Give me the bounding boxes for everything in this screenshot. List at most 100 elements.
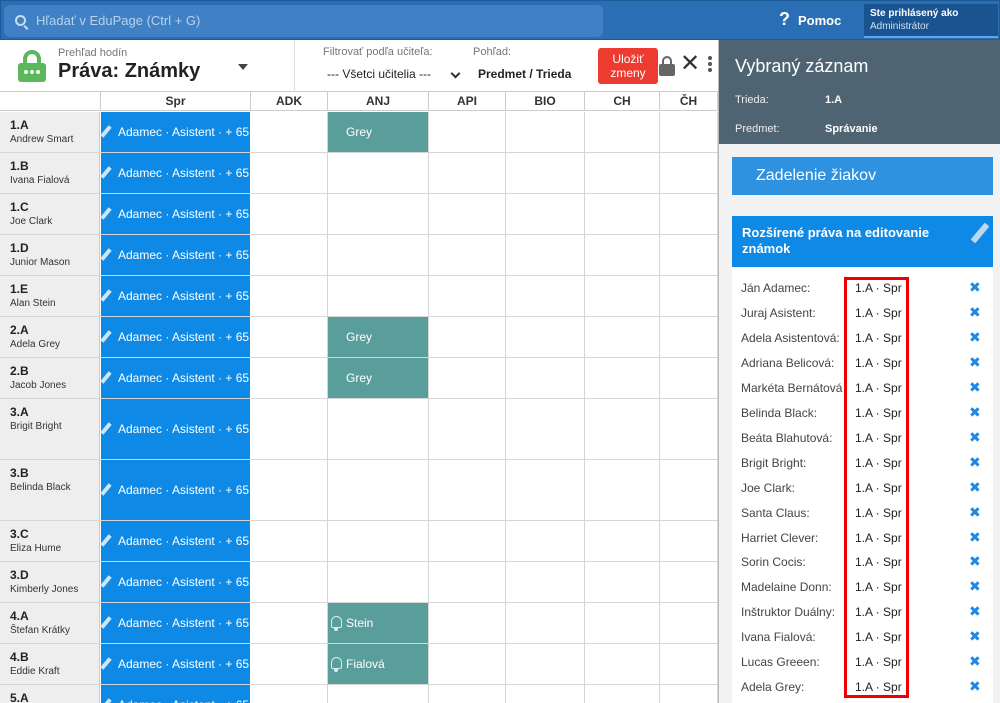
row-header[interactable]: 3.A Brigit Bright [0, 399, 100, 459]
grid-cell[interactable] [251, 276, 328, 316]
remove-icon[interactable]: ✖ [969, 279, 981, 295]
grid-cell[interactable] [429, 276, 506, 316]
remove-icon[interactable]: ✖ [969, 453, 981, 470]
row-header[interactable]: 2.A Adela Grey [0, 317, 100, 357]
grid-cell[interactable] [585, 685, 660, 703]
spr-cell[interactable]: Adamec · Asistent · + 65 [101, 317, 250, 357]
row-header[interactable]: 3.B Belinda Black [0, 460, 100, 520]
spr-cell[interactable]: Adamec · Asistent · + 65 [101, 685, 250, 703]
grid-cell[interactable] [251, 153, 328, 193]
grid-cell[interactable] [585, 112, 660, 152]
save-changes-button[interactable]: Uložiť zmeny [598, 48, 658, 84]
spr-cell[interactable]: Adamec · Asistent · + 65 [101, 194, 250, 234]
remove-icon[interactable]: ✖ [969, 328, 981, 345]
grid-cell[interactable]: Fialová [328, 644, 429, 684]
grid-cell[interactable] [506, 521, 585, 561]
grid-cell[interactable] [429, 603, 506, 643]
column-header[interactable]: ADK [251, 92, 328, 111]
grid-cell[interactable] [660, 153, 718, 193]
row-header[interactable]: 3.D Kimberly Jones [0, 562, 100, 602]
caret-down-icon[interactable] [238, 64, 248, 70]
spr-cell[interactable]: Adamec · Asistent · + 65 [101, 644, 250, 684]
column-header[interactable]: CH [585, 92, 660, 111]
remove-icon[interactable]: ✖ [969, 503, 981, 520]
grid-cell[interactable] [328, 276, 429, 316]
spr-cell[interactable]: Adamec · Asistent · + 65 [101, 460, 250, 520]
spr-cell[interactable]: Adamec · Asistent · + 65 [101, 603, 250, 643]
spr-cell[interactable]: Adamec · Asistent · + 65 [101, 399, 250, 459]
spr-cell[interactable]: Adamec · Asistent · + 65 [101, 521, 250, 561]
row-header[interactable]: 4.A Štefan Krátky [0, 603, 100, 643]
grid-cell[interactable] [506, 358, 585, 398]
row-header[interactable]: 1.A Andrew Smart [0, 112, 100, 152]
grid-cell[interactable] [328, 235, 429, 275]
remove-icon[interactable]: ✖ [969, 303, 981, 320]
grid-cell[interactable] [429, 399, 506, 459]
grid-cell[interactable] [585, 603, 660, 643]
grid-cell[interactable] [585, 399, 660, 459]
grid-cell[interactable] [506, 685, 585, 703]
row-header[interactable]: 1.E Alan Stein [0, 276, 100, 316]
row-header[interactable]: 1.D Junior Mason [0, 235, 100, 275]
grid-cell[interactable] [585, 317, 660, 357]
view-select[interactable]: Predmet / Trieda [478, 67, 572, 81]
grid-cell[interactable] [660, 112, 718, 152]
grid-cell[interactable] [429, 521, 506, 561]
remove-icon[interactable]: ✖ [969, 628, 981, 645]
spr-cell[interactable]: Adamec · Asistent · + 65 [101, 358, 250, 398]
row-header[interactable]: 1.B Ivana Fialová [0, 153, 100, 193]
grid-cell[interactable] [660, 460, 718, 520]
spr-cell[interactable]: Adamec · Asistent · + 65 [101, 562, 250, 602]
grid-cell[interactable] [429, 460, 506, 520]
grid-cell[interactable] [251, 644, 328, 684]
remove-icon[interactable]: ✖ [969, 403, 981, 420]
grid-cell[interactable] [506, 460, 585, 520]
column-header[interactable]: Spr [101, 92, 251, 111]
row-header[interactable]: 3.C Eliza Hume [0, 521, 100, 561]
remove-icon[interactable]: ✖ [969, 478, 981, 495]
remove-icon[interactable]: ✖ [969, 378, 981, 395]
grid-cell[interactable] [506, 112, 585, 152]
spr-cell[interactable]: Adamec · Asistent · + 65 [101, 276, 250, 316]
grid-cell[interactable] [660, 521, 718, 561]
grid-cell[interactable] [251, 603, 328, 643]
grid-cell[interactable] [429, 235, 506, 275]
remove-icon[interactable]: ✖ [969, 678, 981, 695]
grid-cell[interactable]: Grey [328, 358, 429, 398]
grid-cell[interactable]: Grey [328, 317, 429, 357]
grid-cell[interactable] [429, 112, 506, 152]
grid-cell[interactable] [660, 358, 718, 398]
grid-cell[interactable] [585, 358, 660, 398]
grid-cell[interactable] [251, 685, 328, 703]
pencil-icon[interactable] [970, 222, 990, 244]
grid-cell[interactable] [506, 194, 585, 234]
grid-cell[interactable] [429, 644, 506, 684]
grid-cell[interactable] [328, 685, 429, 703]
grid-cell[interactable] [506, 153, 585, 193]
row-header[interactable]: 5.A [0, 685, 100, 703]
remove-icon[interactable]: ✖ [969, 528, 981, 545]
chevron-down-icon[interactable] [450, 68, 461, 79]
remove-icon[interactable]: ✖ [969, 553, 981, 570]
grid-cell[interactable] [251, 521, 328, 561]
grid-cell[interactable] [660, 562, 718, 602]
grid-cell[interactable] [660, 399, 718, 459]
grid-cell[interactable] [660, 644, 718, 684]
close-icon[interactable]: ✕ [680, 50, 701, 77]
grid-cell[interactable] [585, 235, 660, 275]
grid-cell[interactable] [251, 358, 328, 398]
grid-cell[interactable] [429, 153, 506, 193]
grid-cell[interactable] [328, 194, 429, 234]
grid-cell[interactable] [251, 235, 328, 275]
more-menu-icon[interactable] [708, 56, 712, 74]
grid-cell[interactable] [429, 317, 506, 357]
grid-cell[interactable] [506, 276, 585, 316]
remove-icon[interactable]: ✖ [969, 353, 981, 370]
assign-students-button[interactable]: Zadelenie žiakov [732, 157, 993, 195]
grid-cell[interactable] [251, 112, 328, 152]
grid-cell[interactable] [660, 194, 718, 234]
column-header[interactable]: API [429, 92, 506, 111]
grid-cell[interactable] [506, 235, 585, 275]
grid-cell[interactable] [328, 153, 429, 193]
grid-cell[interactable] [251, 460, 328, 520]
